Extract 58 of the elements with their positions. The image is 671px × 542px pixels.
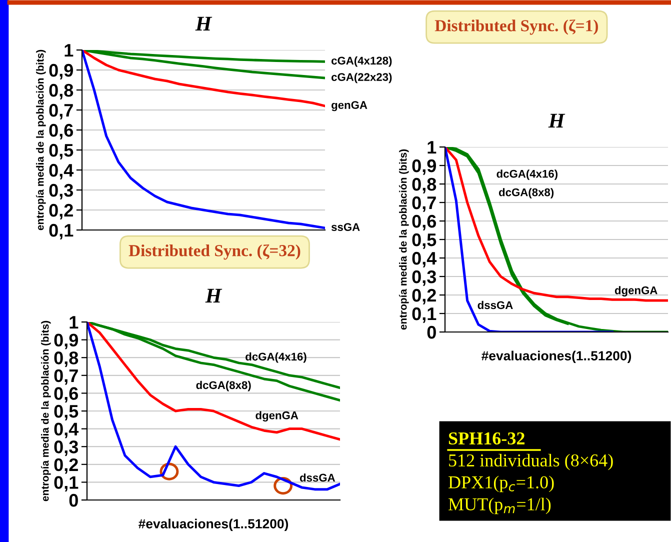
y-tick-label: 0,7 xyxy=(49,104,73,120)
series-label: dgenGA xyxy=(614,286,658,297)
text: Distributed Sync. (ζ=1) xyxy=(434,19,598,35)
y-tick-label: 0 xyxy=(427,326,436,339)
y-tick-label: 0,1 xyxy=(49,224,74,240)
series-label: dcGA(8x8) xyxy=(498,188,554,198)
chart-title: H xyxy=(205,288,222,303)
y-tick-label: 0,6 xyxy=(54,387,78,403)
y-tick-label: 0,4 xyxy=(54,422,79,438)
y-tick-label: 0,1 xyxy=(412,307,436,323)
y-tick-label: 0 xyxy=(69,494,78,507)
y-tick-label: 0,3 xyxy=(412,270,436,286)
x-axis-title: #evaluaciones(1..51200) xyxy=(482,350,632,364)
y-tick-label: 1 xyxy=(70,316,78,329)
text: Distributed Sync. (ζ=32) xyxy=(128,244,300,260)
series-label: dcGA(4x16) xyxy=(246,352,306,363)
chart-title: H xyxy=(548,114,566,128)
y-tick-label: 0,4 xyxy=(412,252,437,268)
series-label: ssGA xyxy=(331,223,360,231)
y-tick-label: 0,3 xyxy=(54,440,78,456)
y-tick-label: 0,8 xyxy=(54,352,78,367)
x-axis-title: #evaluaciones(1..51200) xyxy=(138,518,288,532)
y-axis-title: entropía media de la población (bits) xyxy=(36,50,46,230)
series-label: dcGA(8x8) xyxy=(196,380,251,392)
y-tick-label: 0,7 xyxy=(412,196,436,212)
y-tick-label: 0,8 xyxy=(412,178,436,194)
y-tick-label: 0,5 xyxy=(412,233,436,249)
y-tick-label: 1 xyxy=(428,141,436,154)
text: SPH16-32 xyxy=(448,432,524,445)
y-axis-title: entropía media de la población (bits) xyxy=(40,320,51,502)
y-tick-label: 0,3 xyxy=(49,184,74,200)
y-tick-label: 0,6 xyxy=(412,214,436,230)
y-tick-label: 0,8 xyxy=(49,84,74,100)
text: MUT(p$_{m}$=1/l) xyxy=(448,498,551,514)
y-tick-label: 0,9 xyxy=(412,159,436,175)
series-label: cGA(4x128) xyxy=(332,56,392,67)
y-tick-label: 0,9 xyxy=(54,334,78,350)
series-label: cGA(22x23) xyxy=(332,72,392,84)
series-label: genGA xyxy=(332,101,368,112)
y-tick-label: 0,1 xyxy=(54,476,78,492)
text: DPX1(p$_{c}$=1.0) xyxy=(448,476,554,492)
y-tick-label: 0,6 xyxy=(49,124,74,140)
y-tick-label: 0,2 xyxy=(412,288,436,304)
y-tick-label: 0,5 xyxy=(54,404,78,420)
series-label: dcGA(4x16) xyxy=(496,170,558,180)
y-tick-label: 0,5 xyxy=(49,144,74,160)
series-label: dssGA xyxy=(478,300,513,310)
chart-title: H xyxy=(195,16,212,31)
text: 512 individuals (8×64) xyxy=(449,454,613,470)
y-tick-label: 0,2 xyxy=(49,204,73,220)
y-tick-label: 0,9 xyxy=(49,64,73,80)
y-tick-label: 1 xyxy=(64,44,74,57)
y-tick-label: 0,4 xyxy=(49,164,74,180)
series-label: dgenGA xyxy=(256,411,298,422)
y-axis-title: entropía media de la población (bits) xyxy=(398,149,409,330)
series-label: dssGA xyxy=(300,473,336,482)
y-tick-label: 0,7 xyxy=(54,369,78,385)
y-tick-label: 0,2 xyxy=(54,458,78,474)
